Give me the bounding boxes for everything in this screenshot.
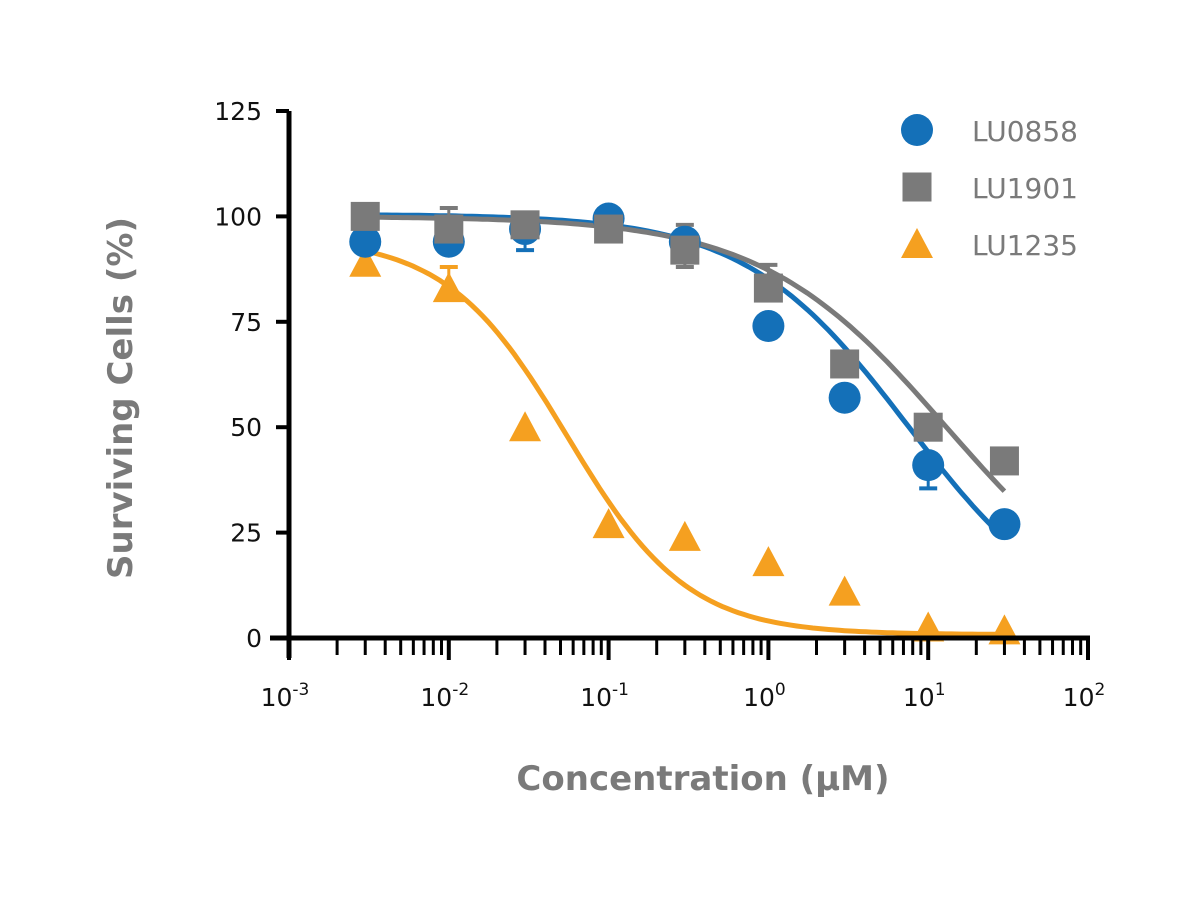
data-point-lu1235 [752, 546, 785, 577]
x-tick-label: 10-2 [420, 680, 469, 712]
x-tick-label: 10-3 [261, 680, 310, 712]
data-point-lu1235 [668, 520, 701, 551]
y-tick-label: 100 [214, 202, 262, 231]
x-tick-exponent: 1 [935, 680, 946, 700]
y-tick-label: 75 [230, 308, 262, 337]
x-tick-exponent: 2 [1094, 680, 1105, 700]
data-point-lu0858 [828, 381, 861, 414]
x-tick-label: 10-1 [580, 680, 629, 712]
x-tick-label: 101 [903, 680, 946, 712]
legend-label: LU0858 [972, 115, 1078, 148]
legend-label: LU1235 [972, 229, 1078, 262]
data-point-lu1901 [510, 210, 540, 240]
legend-marker-lu0858 [901, 114, 933, 146]
y-tick-label: 125 [214, 97, 262, 126]
data-point-lu1901 [670, 235, 700, 265]
x-tick-base: 10 [580, 683, 612, 712]
data-point-lu0858 [752, 310, 785, 343]
data-point-lu1901 [350, 201, 380, 231]
data-point-lu1235 [592, 508, 625, 539]
y-tick-label: 0 [246, 624, 262, 653]
data-point-lu1235 [828, 575, 861, 606]
legend-label: LU1901 [972, 172, 1078, 205]
x-tick-exponent: -1 [612, 680, 629, 700]
x-tick-exponent: -3 [292, 680, 309, 700]
x-tick-base: 10 [261, 683, 293, 712]
x-tick-label: 102 [1063, 680, 1106, 712]
data-point-lu1901 [753, 273, 783, 303]
fit-curve-lu1235 [364, 248, 1005, 637]
x-tick-base: 10 [743, 683, 775, 712]
y-axis-title: Surviving Cells (%) [101, 217, 141, 579]
fit-curves [364, 212, 1007, 637]
x-tick-base: 10 [1063, 683, 1095, 712]
y-ticks: 0 25 50 75 100 125 [214, 97, 289, 653]
data-point-lu1235 [912, 611, 945, 642]
x-tick-base: 10 [420, 683, 452, 712]
legend-marker-lu1901 [902, 172, 932, 202]
data-point-lu1901 [989, 446, 1019, 476]
data-point-lu1901 [913, 412, 943, 442]
data-point-lu1901 [594, 214, 624, 244]
x-ticks: 10-3 10-2 10-1 100 101 102 [261, 638, 1106, 712]
data-point-lu1901 [830, 349, 860, 379]
x-tick-exponent: -2 [452, 680, 469, 700]
data-point-lu1235 [509, 411, 542, 442]
data-point-lu0858 [988, 508, 1021, 541]
data-point-lu1235 [432, 272, 465, 303]
data-point-lu0858 [349, 225, 382, 258]
y-tick-label: 25 [230, 519, 262, 548]
x-tick-base: 10 [903, 683, 935, 712]
legend-marker-lu1235 [901, 228, 933, 258]
x-tick-exponent: 0 [775, 680, 786, 700]
x-tick-label: 100 [743, 680, 786, 712]
y-tick-label: 50 [230, 413, 262, 442]
data-point-lu0858 [912, 449, 945, 482]
legend: LU0858 LU1901 LU1235 [901, 114, 1078, 262]
data-point-lu1235 [349, 246, 382, 277]
data-point-lu1901 [434, 214, 464, 244]
x-axis-title: Concentration (µM) [516, 759, 889, 799]
